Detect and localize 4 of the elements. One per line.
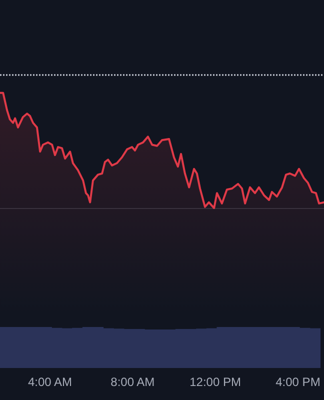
x-tick-label: 4:00 AM (28, 375, 72, 389)
x-tick-label: 12:00 PM (190, 375, 241, 389)
x-tick-label: 4:00 PM (276, 375, 320, 389)
x-tick-label: 8:00 AM (110, 375, 155, 389)
